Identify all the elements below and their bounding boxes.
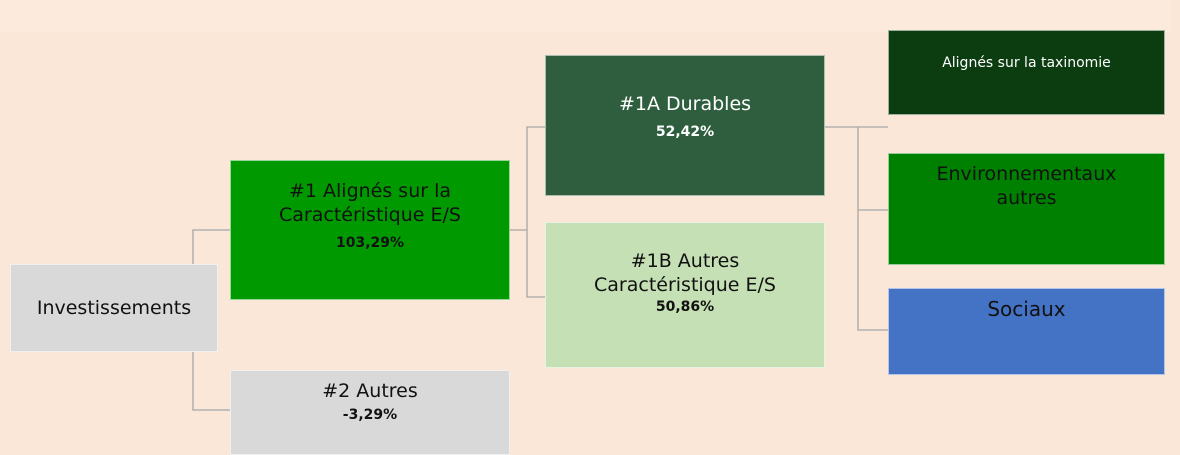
node-label: #2 Autres <box>322 380 418 402</box>
node-investissements: Investissements <box>10 264 218 352</box>
connector <box>825 126 888 331</box>
node-label: Alignés sur la taxinomie <box>942 55 1111 71</box>
node-value: -3,29% <box>342 407 398 423</box>
node-2: #2 Autres -3,29% <box>230 370 510 455</box>
node-label: #1A Durables <box>618 93 752 115</box>
node-sociaux: Sociaux <box>888 288 1165 375</box>
node-1b: #1B Autres Caractéristique E/S 50,86% <box>545 222 825 368</box>
connector <box>510 126 545 298</box>
node-label: Investissements <box>36 297 192 319</box>
node-1a: #1A Durables 52,42% <box>545 55 825 196</box>
header-band <box>0 0 1170 32</box>
node-1: #1 Alignés sur la Caractéristique E/S 10… <box>230 160 510 300</box>
node-label: Environnementaux autres <box>936 163 1117 209</box>
node-value: 103,29% <box>335 235 405 251</box>
node-label: Sociaux <box>987 297 1066 321</box>
node-label: #1B Autres Caractéristique E/S <box>594 250 776 296</box>
node-environnementaux: Environnementaux autres <box>888 153 1165 265</box>
node-label: #1 Alignés sur la Caractéristique E/S <box>279 180 461 226</box>
node-value: 50,86% <box>655 299 715 315</box>
node-value: 52,42% <box>655 124 715 140</box>
node-taxinomie: Alignés sur la taxinomie <box>888 30 1165 115</box>
